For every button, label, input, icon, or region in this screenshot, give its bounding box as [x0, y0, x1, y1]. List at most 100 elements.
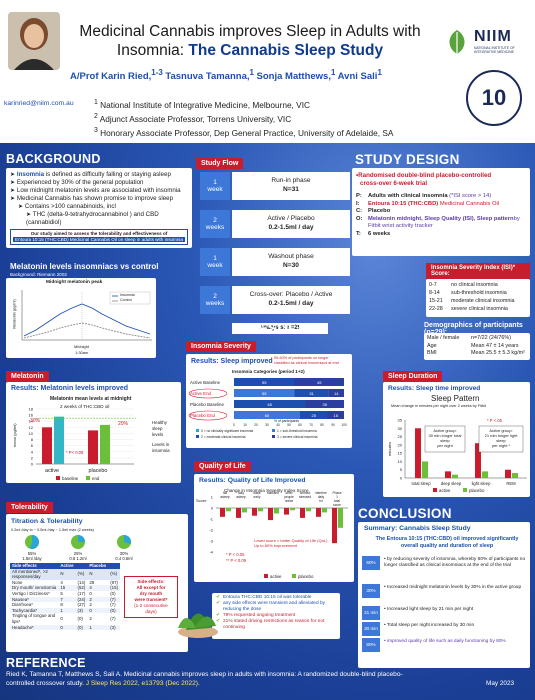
conclusion-title: Summary: Cannabis Sleep Study [364, 525, 471, 532]
mel-legend-swatch-0 [56, 476, 60, 480]
mel-side-1: Healthy [152, 420, 168, 425]
table-row: Vertigo / Dizziness* 5 (17) 0 (0) [10, 590, 120, 597]
qol-bar-5-0 [300, 508, 305, 518]
pico-row-4: O: Melatonin midnight, Sleep Quality (ISI… [356, 215, 520, 230]
mel-ylabel: mean (pg/ml) [12, 423, 17, 447]
demographics-table: Male / female n=7/22 (24/76%) Age Mean 47 ±… [424, 333, 530, 360]
conclusion-panel: Summary: Cannabis Sleep Study The Entour… [358, 522, 530, 668]
dur-ylabel: minutes [387, 442, 392, 456]
qol-cat-1-0: stay [238, 491, 244, 495]
conclusion-badge-3: 21 min [362, 606, 380, 620]
severity-xtick-6: 60 [298, 423, 302, 427]
dur-ytick-4: 20 [398, 442, 403, 447]
tol-title: Titration & Tolerability [11, 518, 83, 525]
pico-list: P: Adults with clinical insomnia (*ISI sc… [356, 193, 526, 239]
pico-row-3: C: Placebo [356, 208, 391, 215]
dur-cat-1: deep sleep [441, 481, 462, 486]
severity-xtick-2: 20 [254, 423, 258, 427]
bg-bullet-2: ➤ Experienced by 30% of the general popu… [10, 179, 144, 186]
qol-cat-1-1: asleep [236, 495, 246, 499]
severity-panel: Results: Sleep improved 55-60% of partic… [186, 354, 352, 448]
tolerability-panel: Titration & Tolerability 0.2ml /day to ~… [6, 514, 188, 652]
qol-bar-4-0 [284, 508, 289, 515]
severity-label-2-3: 35 [323, 402, 328, 407]
results-heading: RESULTS [248, 320, 315, 336]
mel-ytick-1: 2 [31, 455, 34, 460]
tol-bullet-1: ✔ Entoura THC:CBD 10:15 oil was tolerable [216, 595, 312, 600]
tol-subtitle: 0.2ml /day to ~ 0.5ml /day ~ 1.5ml max (… [11, 528, 94, 532]
severity-chart-title: Insomnia Categories (period 1+2) [232, 369, 305, 374]
dur-ytick-3: 15 [398, 451, 403, 456]
severity-legend-0: 0 = no clinically significant insomnia [201, 429, 253, 433]
severity-bar-1-1 [234, 389, 295, 397]
severity-bar-3-3 [327, 411, 344, 419]
qol-cat-3-0: satisfied [267, 491, 279, 495]
qol-cat-2-0: wake [253, 491, 261, 495]
table-row: Tingling of tongue and lips* 0 (0) 2 (7) [10, 613, 120, 625]
mel-side-3: levels [152, 432, 164, 437]
melatonin-chart-sub: 2 weeks of THC:CBD oil [60, 404, 109, 409]
qol-cat-7-3: score [333, 503, 341, 507]
mel-pval: * P< 0.05 [66, 450, 84, 455]
severity-xtick-3: 30 [265, 423, 269, 427]
poster-header: Medicinal Cannabis improves Sleep in Adu… [0, 0, 535, 143]
severity-bar-3-2 [300, 411, 328, 419]
mel-side-5: insomnia [152, 448, 170, 453]
qol-legend-swatch-1 [292, 574, 296, 578]
dur-cat-3: REM [506, 481, 516, 486]
reference-heading: REFERENCE [6, 656, 86, 670]
severity-tag: Insomnia Severity [186, 341, 256, 352]
tol-bullet-2: ✔ any side effects were transient and all… [216, 601, 326, 612]
mel-legend-control: Control [120, 298, 132, 302]
severity-bar-3-1 [234, 411, 300, 419]
cannabis-plant-illustration [168, 588, 220, 640]
conclusion-lead: The Entoura 10:15 (THC:CBD) oil improved… [375, 536, 519, 549]
dur-bar-2-1 [482, 471, 488, 478]
qol-bar-6-0 [316, 508, 321, 517]
conclusion-badge-4: 30 min [362, 622, 380, 636]
severity-legend-swatch-3 [272, 435, 275, 438]
conclusion-item-5: • improved quality of life such as daily… [384, 639, 506, 644]
qol-bar-1-1 [242, 508, 247, 513]
dur-ytick-5: 25 [398, 434, 403, 439]
dur-note-a3: sleep [440, 438, 450, 443]
contact-email[interactable]: karinried@niim.com.au [4, 100, 74, 107]
severity-xtick-4: 40 [276, 423, 280, 427]
melatonin-bg-source: Background: Riemann 2002 [10, 272, 67, 277]
mel-ytick-7: 14 [29, 419, 34, 424]
dur-bar-1-1 [452, 474, 458, 478]
qol-bar-5-1 [306, 508, 311, 512]
dur-note-b3: sleep [496, 438, 506, 443]
mel-ytick-5: 10 [29, 431, 34, 436]
severity-label-0-2: 55 [262, 380, 267, 385]
isi-row-2: 8-14 sub-threshold insomnia [429, 290, 507, 296]
qol-bar-3-0 [268, 508, 273, 521]
severity-title: Results: Sleep improved [191, 358, 273, 365]
qol-cat-4-2: notice [285, 499, 294, 503]
qol-cat-7-0: Phase [332, 491, 341, 495]
isi-title: Insomnia Severity Index (ISI)* Score: [426, 263, 530, 279]
dur-legend-swatch-1 [463, 488, 467, 492]
qol-ytick-1: -3 [209, 539, 213, 544]
author-list: A/Prof Karin Ried,1-3 Tasnuva Tamanna,1 … [70, 68, 382, 83]
qol-cat-4-1: people [284, 495, 294, 499]
qol-bar-2-1 [258, 508, 263, 512]
qol-bar-0-0 [220, 508, 225, 517]
flow-step-1: Run-in phase N=31 [232, 172, 350, 200]
mel-side-4: Levels in [152, 442, 170, 447]
analysis-box: Analysis: n=29 [232, 323, 328, 334]
severity-legend-2: 2 = moderate clinical insomnia [201, 435, 246, 439]
bg-bullet-4: ➤ Medicinal Cannabis has shown promise t… [10, 195, 174, 202]
conclusion-item-3: • Increased light sleep by 21 min per ni… [384, 607, 474, 612]
qol-bar-6-1 [322, 508, 327, 513]
mel-ytick-8: 16 [29, 413, 34, 418]
poster-title: Medicinal Cannabis improves Sleep in Adu… [79, 23, 421, 59]
severity-note: 55-60% of participants no longer classifi… [274, 356, 339, 365]
qol-cat-7-2: total [334, 499, 340, 503]
flow-weeks-2: 2 weeks [200, 210, 230, 238]
titration-pie-1: 55% 1.5ml /day [12, 534, 52, 561]
qol-ylabel: Score [196, 498, 207, 503]
qol-ytick-2: -2 [209, 528, 213, 533]
severity-end-highlight-1 [188, 388, 228, 399]
